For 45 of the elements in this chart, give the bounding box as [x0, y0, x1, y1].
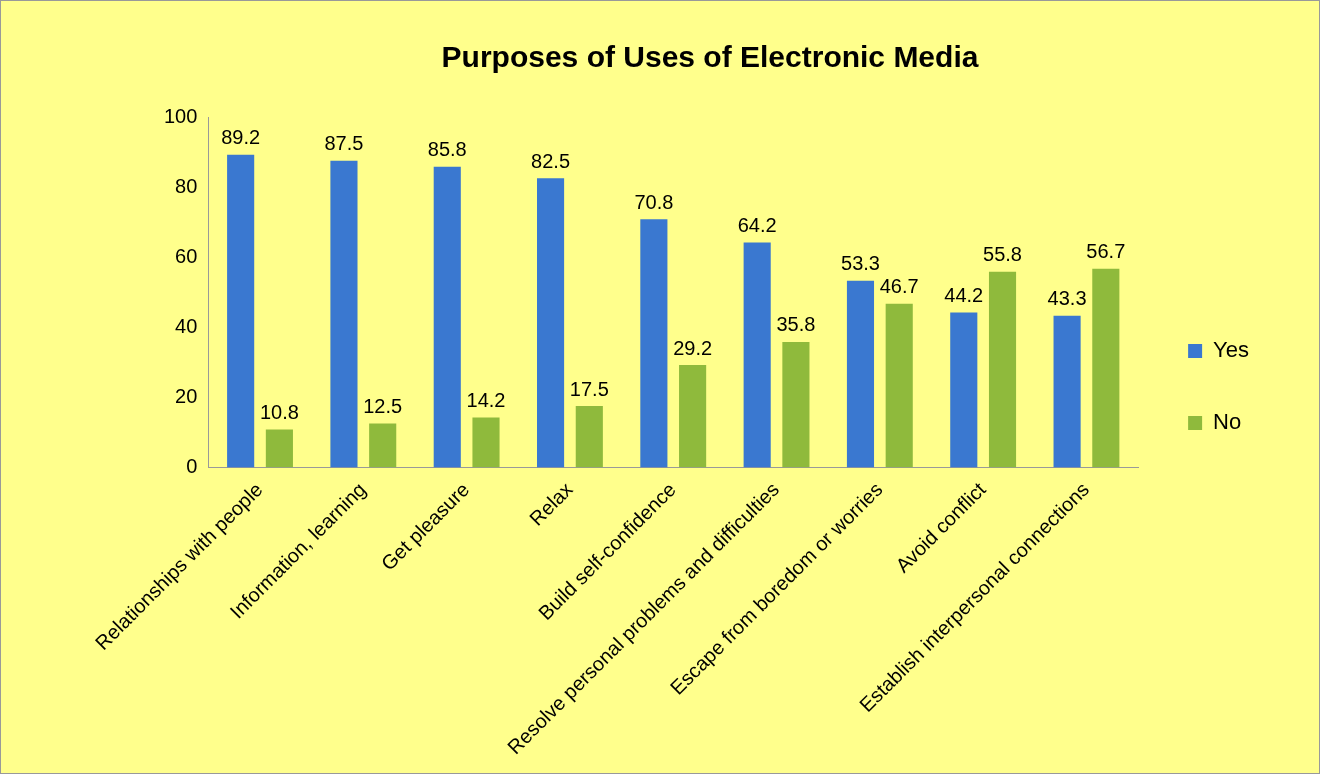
bar — [433, 166, 461, 468]
data-label: 29.2 — [673, 336, 713, 359]
data-label: 53.3 — [841, 252, 880, 275]
y-tick-label: 80 — [175, 174, 198, 197]
bar — [1092, 268, 1120, 468]
chart-title: Purposes of Uses of Electronic Media — [441, 40, 979, 74]
bar — [472, 417, 500, 468]
bar — [227, 154, 255, 468]
y-tick-label: 20 — [175, 384, 198, 407]
bar — [575, 406, 603, 468]
bar — [640, 219, 668, 468]
data-label: 44.2 — [944, 284, 984, 307]
bar — [537, 178, 565, 468]
y-tick-label: 0 — [186, 454, 198, 477]
data-label: 46.7 — [879, 275, 919, 298]
data-label: 55.8 — [983, 243, 1022, 266]
data-label: 14.2 — [466, 389, 506, 412]
data-label: 70.8 — [634, 190, 674, 213]
data-label: 87.5 — [324, 132, 364, 155]
data-label: 64.2 — [737, 213, 777, 236]
bar — [885, 303, 913, 468]
bar — [679, 365, 707, 468]
bar — [265, 429, 293, 468]
y-tick-label: 100 — [163, 104, 198, 127]
bar — [988, 271, 1017, 468]
bar — [369, 423, 397, 468]
bar — [950, 312, 978, 468]
y-tick-label: 60 — [175, 244, 198, 267]
data-label: 85.8 — [427, 138, 467, 161]
y-tick-label: 40 — [175, 314, 198, 337]
data-label: 10.8 — [259, 401, 299, 424]
bar — [743, 242, 771, 468]
bar — [846, 280, 875, 468]
data-label: 17.5 — [569, 377, 609, 400]
data-label: 35.8 — [776, 313, 816, 336]
bar — [1053, 315, 1081, 468]
legend-label: No — [1213, 409, 1242, 435]
bar — [330, 160, 358, 468]
bar — [782, 341, 810, 468]
data-label: 82.5 — [531, 149, 571, 172]
legend-label: Yes — [1213, 337, 1249, 363]
data-label: 12.5 — [363, 395, 403, 418]
data-label: 89.2 — [221, 126, 261, 149]
data-label: 56.7 — [1086, 240, 1126, 263]
data-label: 43.3 — [1047, 287, 1087, 310]
